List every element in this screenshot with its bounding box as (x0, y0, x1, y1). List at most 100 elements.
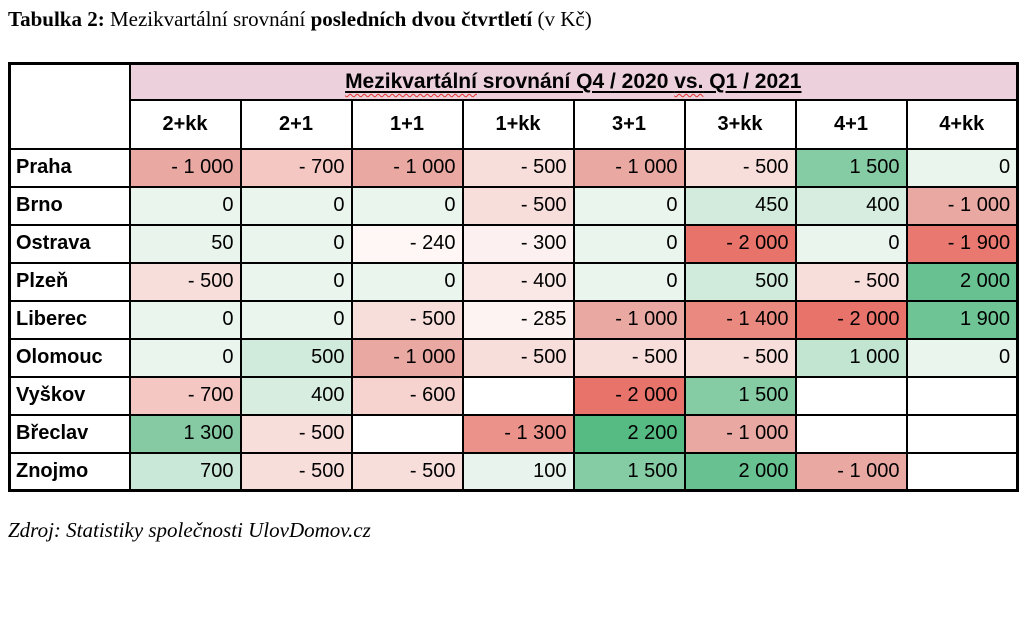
value-cell: - 1 000 (350, 337, 464, 378)
value-cell: - 2 000 (683, 223, 797, 264)
value-cell: - 500 (128, 261, 242, 302)
value-cell: 100 (461, 451, 575, 492)
value-cell: 1 500 (683, 375, 797, 416)
value-cell: - 500 (461, 337, 575, 378)
table-row: Znojmo 700- 500- 500 100 1 500 2 000- 1 000 (8, 451, 1019, 492)
value-cell: 0 (128, 299, 242, 340)
row-header-Praha: Praha (8, 147, 131, 188)
value-cell: 0 (572, 185, 686, 226)
value-cell: - 500 (683, 147, 797, 188)
value-cell: 0 (239, 299, 353, 340)
value-cell: - 300 (461, 223, 575, 264)
value-cell: - 500 (683, 337, 797, 378)
table-body: Praha - 1 000- 700- 1 000- 500- 1 000- 50… (8, 147, 1019, 492)
spellcheck-word-1: Mezikvartální (345, 69, 477, 93)
value-cell: - 500 (461, 147, 575, 188)
value-cell: 0 (350, 261, 464, 302)
value-cell: - 1 000 (794, 451, 908, 492)
value-cell: - 1 000 (683, 413, 797, 454)
row-header-Brno: Brno (8, 185, 131, 226)
caption-mid: Mezikvartální srovnání (104, 7, 311, 31)
source-note: Zdroj: Statistiky společnosti UlovDomov.… (8, 518, 371, 542)
column-header-2+kk: 2+kk (128, 98, 242, 150)
value-cell: - 500 (350, 451, 464, 492)
value-cell: - 500 (239, 413, 353, 454)
value-cell: - 1 000 (128, 147, 242, 188)
value-cell: 0 (794, 223, 908, 264)
table-row: Plzeň - 500 0 0- 400 0 500- 500 2 000 (8, 261, 1019, 302)
value-cell-empty (905, 375, 1019, 416)
value-cell: - 1 000 (572, 299, 686, 340)
value-cell: 400 (239, 375, 353, 416)
row-header-Břeclav: Břeclav (8, 413, 131, 454)
corner-cell (8, 62, 131, 150)
value-cell: 1 500 (572, 451, 686, 492)
value-cell: 0 (572, 261, 686, 302)
value-cell: - 2 000 (794, 299, 908, 340)
value-cell: - 700 (128, 375, 242, 416)
table-row: Brno 0 0 0- 500 0 450 400- 1 000 (8, 185, 1019, 226)
table-title-end: Q1 / 2021 (703, 69, 802, 93)
value-cell: - 1 000 (572, 147, 686, 188)
value-cell: - 1 000 (350, 147, 464, 188)
table-caption: Tabulka 2: Mezikvartální srovnání posled… (8, 6, 592, 32)
value-cell-empty (461, 375, 575, 416)
value-cell-empty (794, 375, 908, 416)
row-header-Olomouc: Olomouc (8, 337, 131, 378)
value-cell: 0 (239, 261, 353, 302)
value-cell-empty (905, 413, 1019, 454)
value-cell: - 1 400 (683, 299, 797, 340)
value-cell-empty (350, 413, 464, 454)
value-cell: 0 (239, 185, 353, 226)
row-header-Ostrava: Ostrava (8, 223, 131, 264)
value-cell: 500 (239, 337, 353, 378)
row-header-Znojmo: Znojmo (8, 451, 131, 492)
value-cell: - 500 (794, 261, 908, 302)
table-row: Břeclav 1 300- 500 - 1 300 2 200- 1 000 (8, 413, 1019, 454)
table-row: Olomouc 0 500- 1 000- 500- 500- 500 1 000 0 (8, 337, 1019, 378)
value-cell: - 500 (572, 337, 686, 378)
table-title-mid: srovnání Q4 / 2020 (476, 69, 675, 93)
row-header-Liberec: Liberec (8, 299, 131, 340)
column-header-4+kk: 4+kk (905, 98, 1019, 150)
value-cell: 1 000 (794, 337, 908, 378)
value-cell: 2 000 (683, 451, 797, 492)
value-cell: - 400 (461, 261, 575, 302)
value-cell: 2 200 (572, 413, 686, 454)
value-cell: 1 900 (905, 299, 1019, 340)
value-cell: 0 (572, 223, 686, 264)
table-row: Vyškov - 700 400- 600 - 2 000 1 500 (8, 375, 1019, 416)
value-cell: - 600 (350, 375, 464, 416)
value-cell: - 1 900 (905, 223, 1019, 264)
value-cell: - 1 000 (905, 185, 1019, 226)
merged-header-row: Mezikvartální srovnání Q4 / 2020 vs. Q1 … (8, 62, 1019, 150)
comparison-table: Mezikvartální srovnání Q4 / 2020 vs. Q1 … (8, 62, 1020, 492)
value-cell-empty (794, 413, 908, 454)
value-cell: - 500 (461, 185, 575, 226)
row-header-Plzeň: Plzeň (8, 261, 131, 302)
value-cell: 0 (350, 185, 464, 226)
value-cell: - 285 (461, 299, 575, 340)
column-header-1+1: 1+1 (350, 98, 464, 150)
table-title-cell: Mezikvartální srovnání Q4 / 2020 vs. Q1 … (128, 62, 1019, 101)
value-cell: - 700 (239, 147, 353, 188)
caption-suffix: (v Kč) (532, 7, 592, 31)
value-cell: - 1 300 (461, 413, 575, 454)
value-cell: 400 (794, 185, 908, 226)
table-title-text: Mezikvartální srovnání Q4 / 2020 vs. Q1 … (345, 70, 801, 93)
value-cell: 0 (905, 147, 1019, 188)
value-cell: 1 500 (794, 147, 908, 188)
value-cell: - 500 (350, 299, 464, 340)
table-row: Liberec 0 0- 500- 285- 1 000- 1 400- 2 000… (8, 299, 1019, 340)
table-row: Ostrava 50 0- 240- 300 0- 2 000 0- 1 900 (8, 223, 1019, 264)
value-cell: 0 (128, 337, 242, 378)
column-header-2+1: 2+1 (239, 98, 353, 150)
spellcheck-word-2: vs. (674, 69, 704, 93)
value-cell: 500 (683, 261, 797, 302)
column-header-3+1: 3+1 (572, 98, 686, 150)
column-header-3+kk: 3+kk (683, 98, 797, 150)
value-cell: - 500 (239, 451, 353, 492)
value-cell: - 240 (350, 223, 464, 264)
table-row: Praha - 1 000- 700- 1 000- 500- 1 000- 50… (8, 147, 1019, 188)
value-cell-empty (905, 451, 1019, 492)
